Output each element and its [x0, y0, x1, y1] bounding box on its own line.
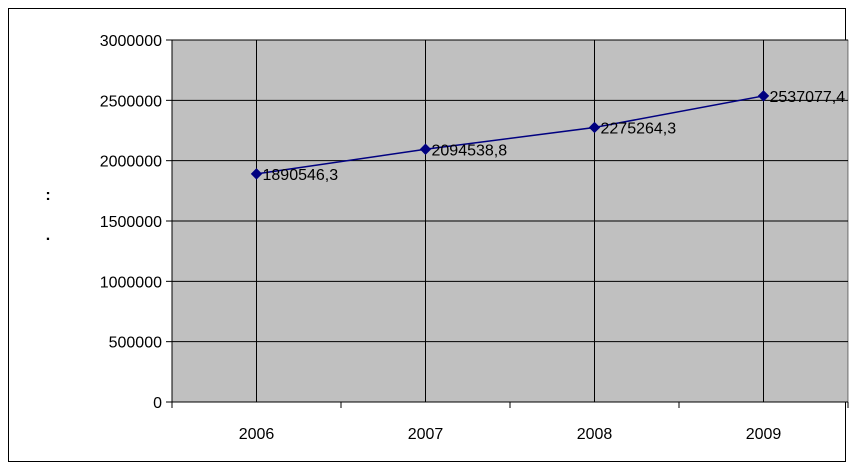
series-line — [256, 95, 764, 175]
y-axis-ticks: 0 500000 1000000 1500000 2000000 2500000 30000… — [100, 33, 172, 412]
data-label: 2094538,8 — [432, 142, 508, 159]
x-axis-ticks: 2006 2007 2008 2009 — [171, 402, 849, 443]
x-tick-label: 2006 — [239, 426, 275, 443]
data-label: 2275264,3 — [601, 120, 677, 137]
y-tick-label: 1500000 — [100, 214, 162, 231]
y-tick-label: 2500000 — [100, 93, 162, 110]
data-markers — [250, 90, 770, 180]
data-point-marker — [588, 121, 601, 134]
y-tick-label: 500000 — [109, 335, 162, 352]
y-tick-label: 3000000 — [100, 33, 162, 50]
data-label: 2537077,4 — [770, 89, 846, 106]
x-tick-label: 2009 — [746, 426, 782, 443]
x-tick-label: 2008 — [577, 426, 613, 443]
y-tick-label: 0 — [153, 395, 162, 412]
data-label: 1890546,3 — [263, 167, 339, 184]
y-tick-label: 1000000 — [100, 274, 162, 291]
grid-lines — [172, 39, 848, 403]
data-point-marker — [757, 90, 770, 102]
x-tick-label: 2007 — [408, 426, 444, 443]
y-axis-label: :. — [45, 187, 50, 244]
data-point-marker — [250, 168, 263, 180]
y-tick-label: 2000000 — [100, 154, 162, 171]
data-labels: 1890546,3 2094538,8 2275264,3 2537077,4 — [263, 89, 846, 184]
data-point-marker — [419, 143, 432, 155]
